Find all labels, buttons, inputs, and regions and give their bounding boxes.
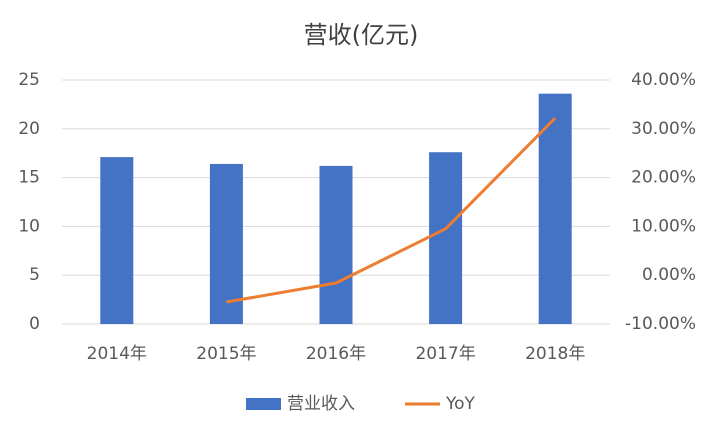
- line: [226, 117, 557, 304]
- y2-tick-label: 40.00%: [631, 70, 696, 90]
- bar: [538, 93, 572, 324]
- x-tick-label: 2015年: [196, 344, 256, 364]
- x-tick-label: 2014年: [87, 344, 147, 364]
- x-tick-label: 2018年: [525, 344, 585, 364]
- y-tick-label: 10: [18, 216, 40, 236]
- y-tick-label: 0: [29, 314, 40, 334]
- x-tick-label: 2016年: [306, 344, 366, 364]
- bar: [319, 165, 353, 324]
- bar: [209, 163, 243, 324]
- y-tick-label: 20: [18, 119, 40, 139]
- legend-swatch: [246, 398, 281, 410]
- y-tick-label: 5: [29, 265, 40, 285]
- y2-tick-label: 10.00%: [631, 216, 696, 236]
- bar: [429, 152, 463, 324]
- legend-label: 营业收入: [287, 394, 355, 414]
- chart-title: 营收(亿元): [304, 21, 419, 49]
- y2-tick-label: 30.00%: [631, 119, 696, 139]
- y2-tick-label: -10.00%: [625, 314, 696, 334]
- y-tick-label: 15: [18, 168, 40, 188]
- y2-tick-label: 20.00%: [631, 168, 696, 188]
- y2-tick-label: 0.00%: [642, 265, 696, 285]
- x-tick-label: 2017年: [415, 344, 475, 364]
- legend-label: YoY: [445, 394, 476, 414]
- bar: [100, 157, 134, 324]
- y-tick-label: 25: [18, 70, 40, 90]
